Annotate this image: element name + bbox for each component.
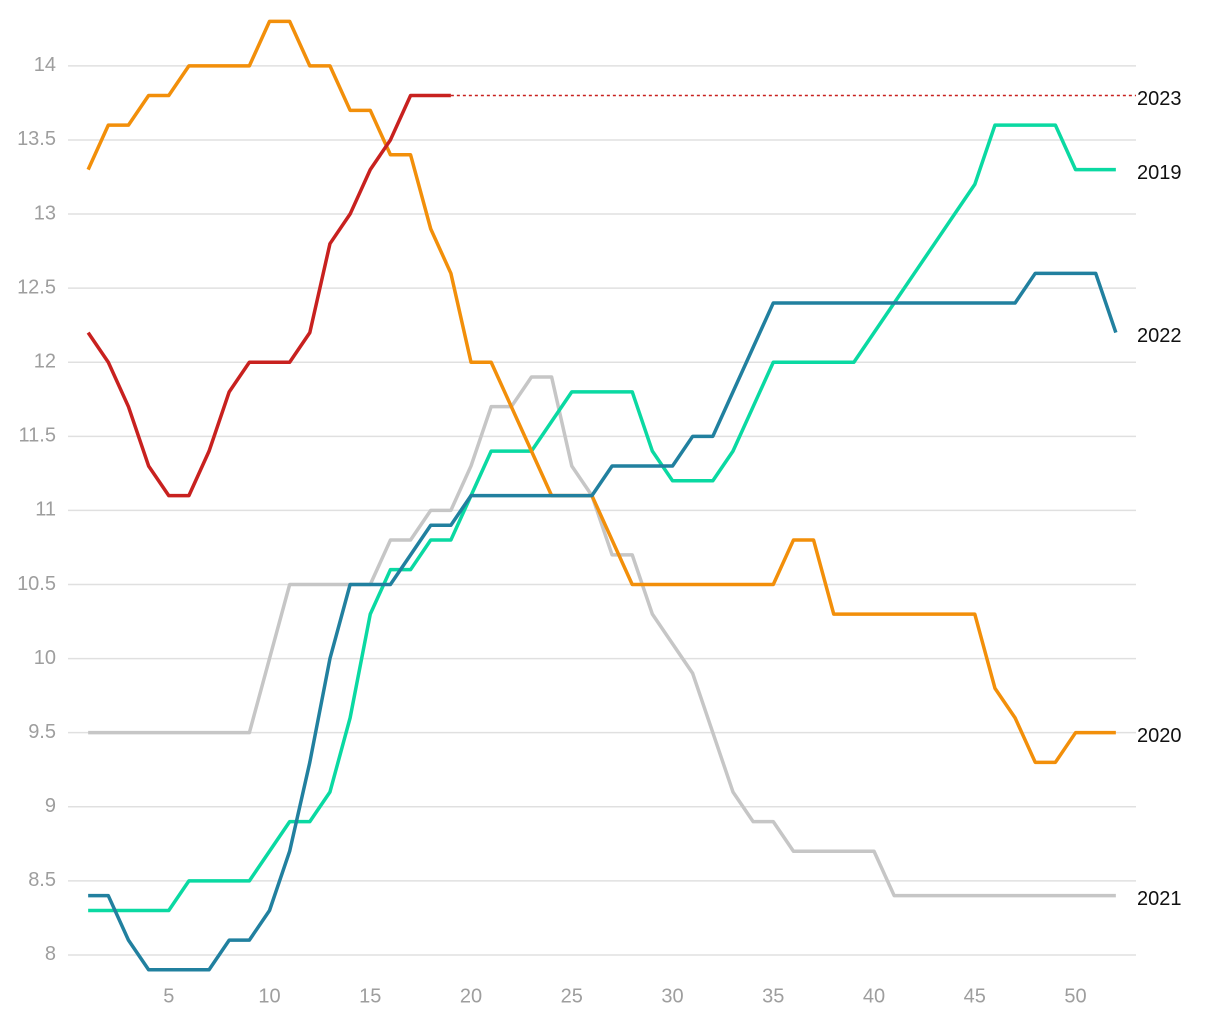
x-tick-label: 25 (561, 985, 583, 1007)
series-label: 2023 (1137, 88, 1182, 110)
series-label: 2019 (1137, 162, 1182, 184)
x-tick-label: 15 (359, 985, 381, 1007)
y-tick-label: 14 (34, 54, 56, 76)
y-tick-label: 8.5 (28, 869, 56, 891)
series-label: 2021 (1137, 888, 1182, 910)
x-tick-label: 10 (258, 985, 280, 1007)
x-tick-label: 45 (964, 985, 986, 1007)
x-tick-label: 40 (863, 985, 885, 1007)
y-tick-label: 13 (34, 202, 56, 224)
y-tick-label: 12 (34, 351, 56, 373)
y-tick-label: 10.5 (17, 573, 56, 595)
y-tick-label: 12.5 (17, 276, 56, 298)
y-tick-label: 8 (45, 943, 56, 965)
series-label: 2022 (1137, 325, 1182, 347)
series-line (86, 19, 1116, 765)
series-line (88, 123, 1116, 913)
y-tick-label: 10 (34, 647, 56, 669)
y-tick-label: 11.5 (19, 425, 56, 447)
x-tick-label: 50 (1064, 985, 1086, 1007)
series-line (88, 375, 1116, 898)
y-tick-label: 11 (35, 499, 56, 521)
series-line (88, 271, 1118, 972)
x-tick-label: 35 (762, 985, 784, 1007)
y-tick-label: 13.5 (17, 128, 56, 150)
series-label: 2020 (1137, 725, 1182, 747)
y-tick-label: 9.5 (28, 721, 56, 743)
x-tick-label: 5 (163, 985, 174, 1007)
x-tick-label: 30 (661, 985, 683, 1007)
series-line (86, 93, 451, 498)
y-tick-label: 9 (45, 795, 56, 817)
x-tick-label: 20 (460, 985, 482, 1007)
